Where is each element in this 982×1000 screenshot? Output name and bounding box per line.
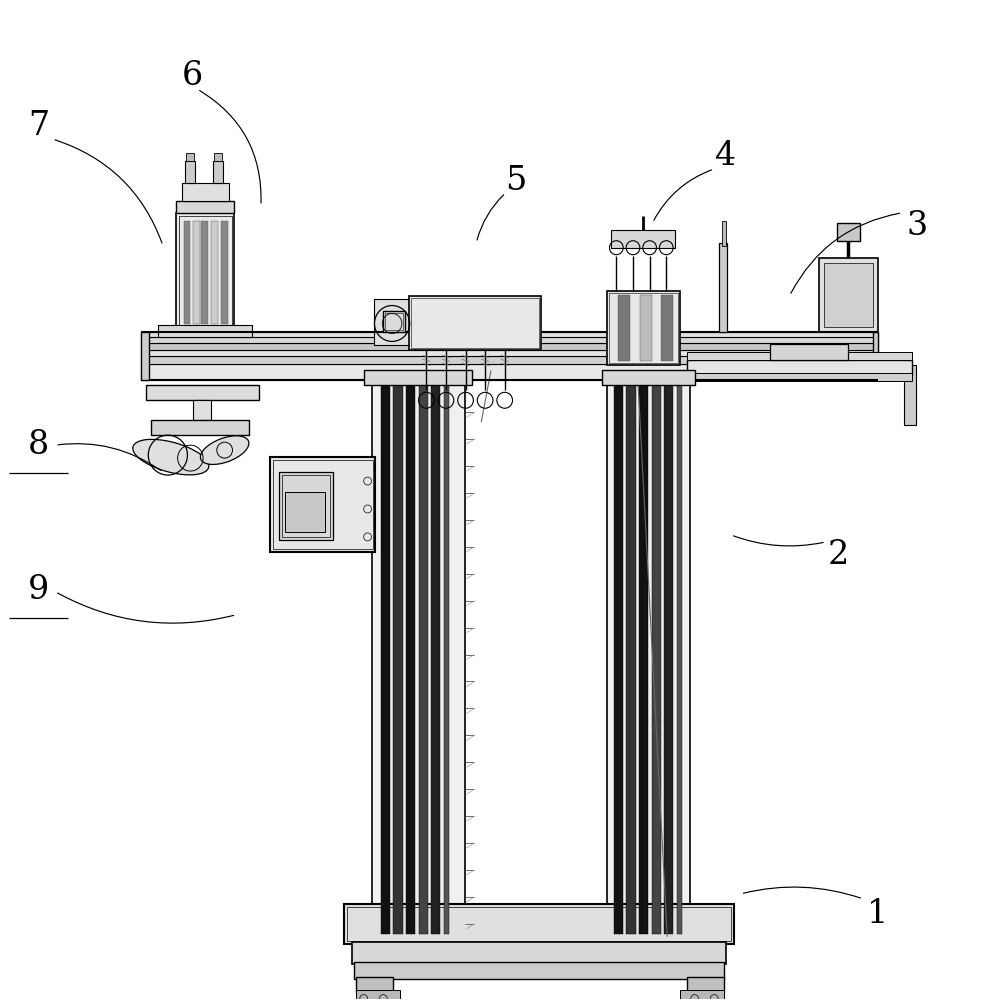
Bar: [383, 311, 405, 332]
Bar: [652, 385, 662, 934]
Bar: [662, 295, 673, 361]
Bar: [179, 216, 232, 329]
Bar: [286, 492, 324, 532]
Bar: [280, 472, 333, 540]
Bar: [355, 990, 400, 1000]
Bar: [141, 343, 878, 350]
Text: 3: 3: [906, 210, 928, 242]
Bar: [158, 325, 252, 337]
Bar: [146, 385, 259, 400]
Bar: [270, 457, 375, 552]
Bar: [770, 344, 848, 360]
Bar: [837, 223, 860, 241]
Bar: [374, 299, 411, 345]
Bar: [819, 258, 878, 332]
Bar: [722, 221, 726, 246]
Bar: [184, 221, 191, 324]
Ellipse shape: [200, 436, 248, 464]
Text: 8: 8: [27, 429, 49, 461]
Bar: [607, 380, 689, 939]
Bar: [355, 977, 393, 992]
Bar: [385, 313, 403, 330]
Text: 1: 1: [867, 898, 889, 930]
Text: 6: 6: [182, 60, 203, 92]
Bar: [664, 385, 673, 934]
Bar: [619, 295, 630, 361]
Text: 2: 2: [828, 539, 849, 571]
Text: 4: 4: [716, 140, 736, 172]
Bar: [904, 365, 916, 425]
Bar: [141, 337, 878, 343]
Bar: [186, 161, 195, 183]
Text: 7: 7: [28, 110, 49, 142]
Bar: [213, 161, 223, 183]
Bar: [410, 298, 539, 348]
Bar: [363, 370, 472, 385]
Bar: [824, 263, 873, 327]
Bar: [176, 213, 235, 332]
Bar: [406, 385, 414, 934]
Bar: [873, 332, 878, 380]
Bar: [176, 201, 235, 213]
Bar: [352, 942, 726, 964]
Bar: [193, 221, 200, 324]
Bar: [686, 977, 724, 992]
Bar: [193, 400, 211, 420]
Bar: [409, 296, 541, 350]
Bar: [607, 291, 680, 365]
Bar: [444, 385, 449, 934]
Bar: [640, 295, 652, 361]
Bar: [141, 356, 878, 364]
Bar: [677, 385, 682, 934]
Bar: [371, 380, 464, 939]
Bar: [393, 385, 403, 934]
Bar: [141, 332, 878, 337]
Bar: [639, 385, 648, 934]
Text: 5: 5: [505, 165, 526, 197]
Text: 9: 9: [27, 574, 49, 606]
Bar: [627, 385, 636, 934]
Bar: [602, 370, 694, 385]
Bar: [141, 350, 878, 356]
Bar: [354, 962, 724, 979]
Bar: [615, 385, 624, 934]
Bar: [141, 332, 149, 380]
Bar: [609, 293, 678, 363]
Bar: [347, 907, 731, 941]
Bar: [344, 904, 734, 944]
Bar: [686, 352, 912, 360]
Bar: [141, 364, 878, 380]
Bar: [211, 221, 218, 324]
Ellipse shape: [133, 439, 209, 475]
Bar: [221, 221, 228, 324]
Bar: [283, 475, 330, 537]
Bar: [381, 385, 390, 934]
Bar: [273, 460, 372, 549]
Bar: [686, 373, 912, 381]
Bar: [201, 221, 208, 324]
Bar: [719, 243, 727, 332]
Bar: [680, 990, 724, 1000]
Bar: [151, 420, 249, 435]
Bar: [214, 153, 222, 161]
Bar: [612, 230, 675, 248]
Bar: [686, 360, 912, 375]
Bar: [182, 183, 229, 201]
Bar: [418, 385, 428, 934]
Bar: [187, 153, 194, 161]
Bar: [431, 385, 440, 934]
